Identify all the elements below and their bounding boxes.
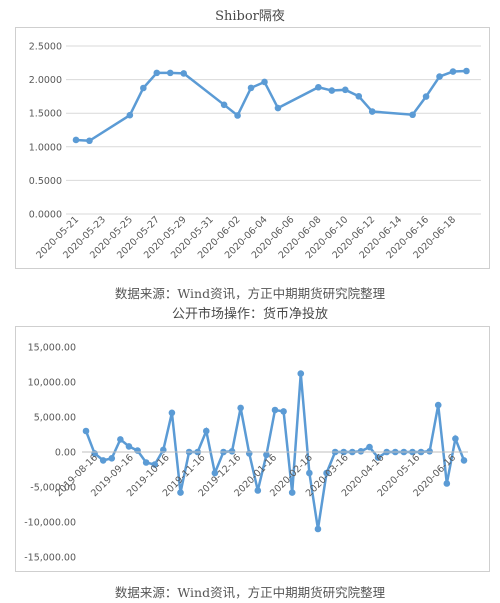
y-tick-label: 2.5000: [29, 42, 62, 53]
data-point: [254, 487, 262, 494]
data-point: [86, 137, 93, 145]
data-point: [211, 469, 219, 477]
data-point: [422, 93, 430, 100]
data-point: [314, 525, 322, 533]
chart2-title: 公开市场操作：货币净投放: [171, 307, 328, 322]
series-line: [75, 69, 467, 143]
data-point: [142, 459, 150, 466]
data-point: [261, 78, 268, 86]
y-tick-label: 15,000.00: [28, 343, 76, 354]
data-point: [168, 409, 176, 417]
y-tick-label: 1.5000: [29, 109, 62, 120]
data-point: [82, 427, 90, 435]
data-point: [271, 406, 279, 414]
data-point: [328, 87, 336, 94]
data-point: [237, 404, 244, 412]
data-point: [125, 443, 133, 450]
data-point: [220, 101, 228, 109]
data-point: [341, 86, 349, 94]
series-line: [84, 373, 466, 530]
y-tick-label: 10,000.00: [28, 378, 76, 389]
data-point: [306, 469, 313, 477]
data-point: [409, 111, 416, 119]
data-point: [443, 480, 451, 487]
data-point: [234, 112, 241, 119]
data-point: [374, 454, 382, 461]
data-point: [153, 69, 161, 77]
data-point: [452, 435, 459, 442]
data-point: [463, 67, 470, 75]
data-point: [166, 69, 174, 77]
data-point: [297, 370, 305, 377]
data-point: [140, 84, 147, 92]
chart1-frame: 0.0000 0.5000 1.0000 1.5000 2.0000 2.5000 2020…: [15, 27, 490, 269]
y-tick-label: -5,000.00: [30, 483, 76, 494]
chart2-svg: -15,000.00 -10,000.00 -5,000.00 0.00 5,000.0…: [24, 343, 468, 564]
data-point: [151, 461, 159, 468]
chart2-source: 数据来源：Wind资讯，方正中期期货研究院整理: [114, 585, 386, 600]
data-point: [245, 450, 253, 457]
chart1-source: 数据来源：Wind资讯，方正中期期货研究院整理: [114, 286, 386, 301]
data-point: [117, 436, 124, 443]
data-point: [436, 73, 443, 80]
y-tick-label: 0.5000: [29, 176, 62, 187]
data-point: [134, 447, 141, 454]
y-tick-label: 0.00: [55, 448, 76, 459]
data-point: [460, 457, 468, 464]
data-point: [315, 83, 322, 91]
y-tick-label: -10,000.00: [24, 518, 76, 529]
data-point: [228, 448, 236, 455]
data-point: [288, 489, 296, 496]
y-tick-label: 0.0000: [29, 210, 62, 221]
data-point: [177, 489, 184, 496]
data-point: [72, 136, 80, 144]
data-point: [263, 451, 270, 459]
data-point: [323, 469, 330, 477]
data-point: [126, 111, 134, 119]
data-point: [99, 457, 107, 464]
data-point: [434, 401, 442, 409]
y-tick-label: 2.0000: [29, 75, 62, 86]
y-tick-label: 1.0000: [29, 142, 62, 153]
data-point: [449, 68, 457, 75]
data-point: [202, 427, 210, 435]
data-point: [108, 455, 116, 462]
y-tick-label: 5,000.00: [34, 413, 76, 424]
data-point: [357, 448, 365, 455]
data-point: [366, 443, 373, 451]
data-point: [247, 84, 255, 92]
data-point: [280, 408, 287, 415]
data-point: [274, 104, 282, 112]
data-point: [355, 92, 363, 100]
data-point: [368, 108, 376, 115]
data-point: [180, 70, 188, 77]
chart1-svg: 0.00000.50001.00001.50002.00002.50002020…: [29, 42, 481, 261]
chart2-frame: -15,000.00 -10,000.00 -5,000.00 0.00 5,000.0…: [15, 326, 490, 572]
y-tick-label: -15,000.00: [24, 553, 76, 564]
data-point: [426, 448, 433, 455]
chart1-title: Shibor隔夜: [215, 9, 285, 24]
